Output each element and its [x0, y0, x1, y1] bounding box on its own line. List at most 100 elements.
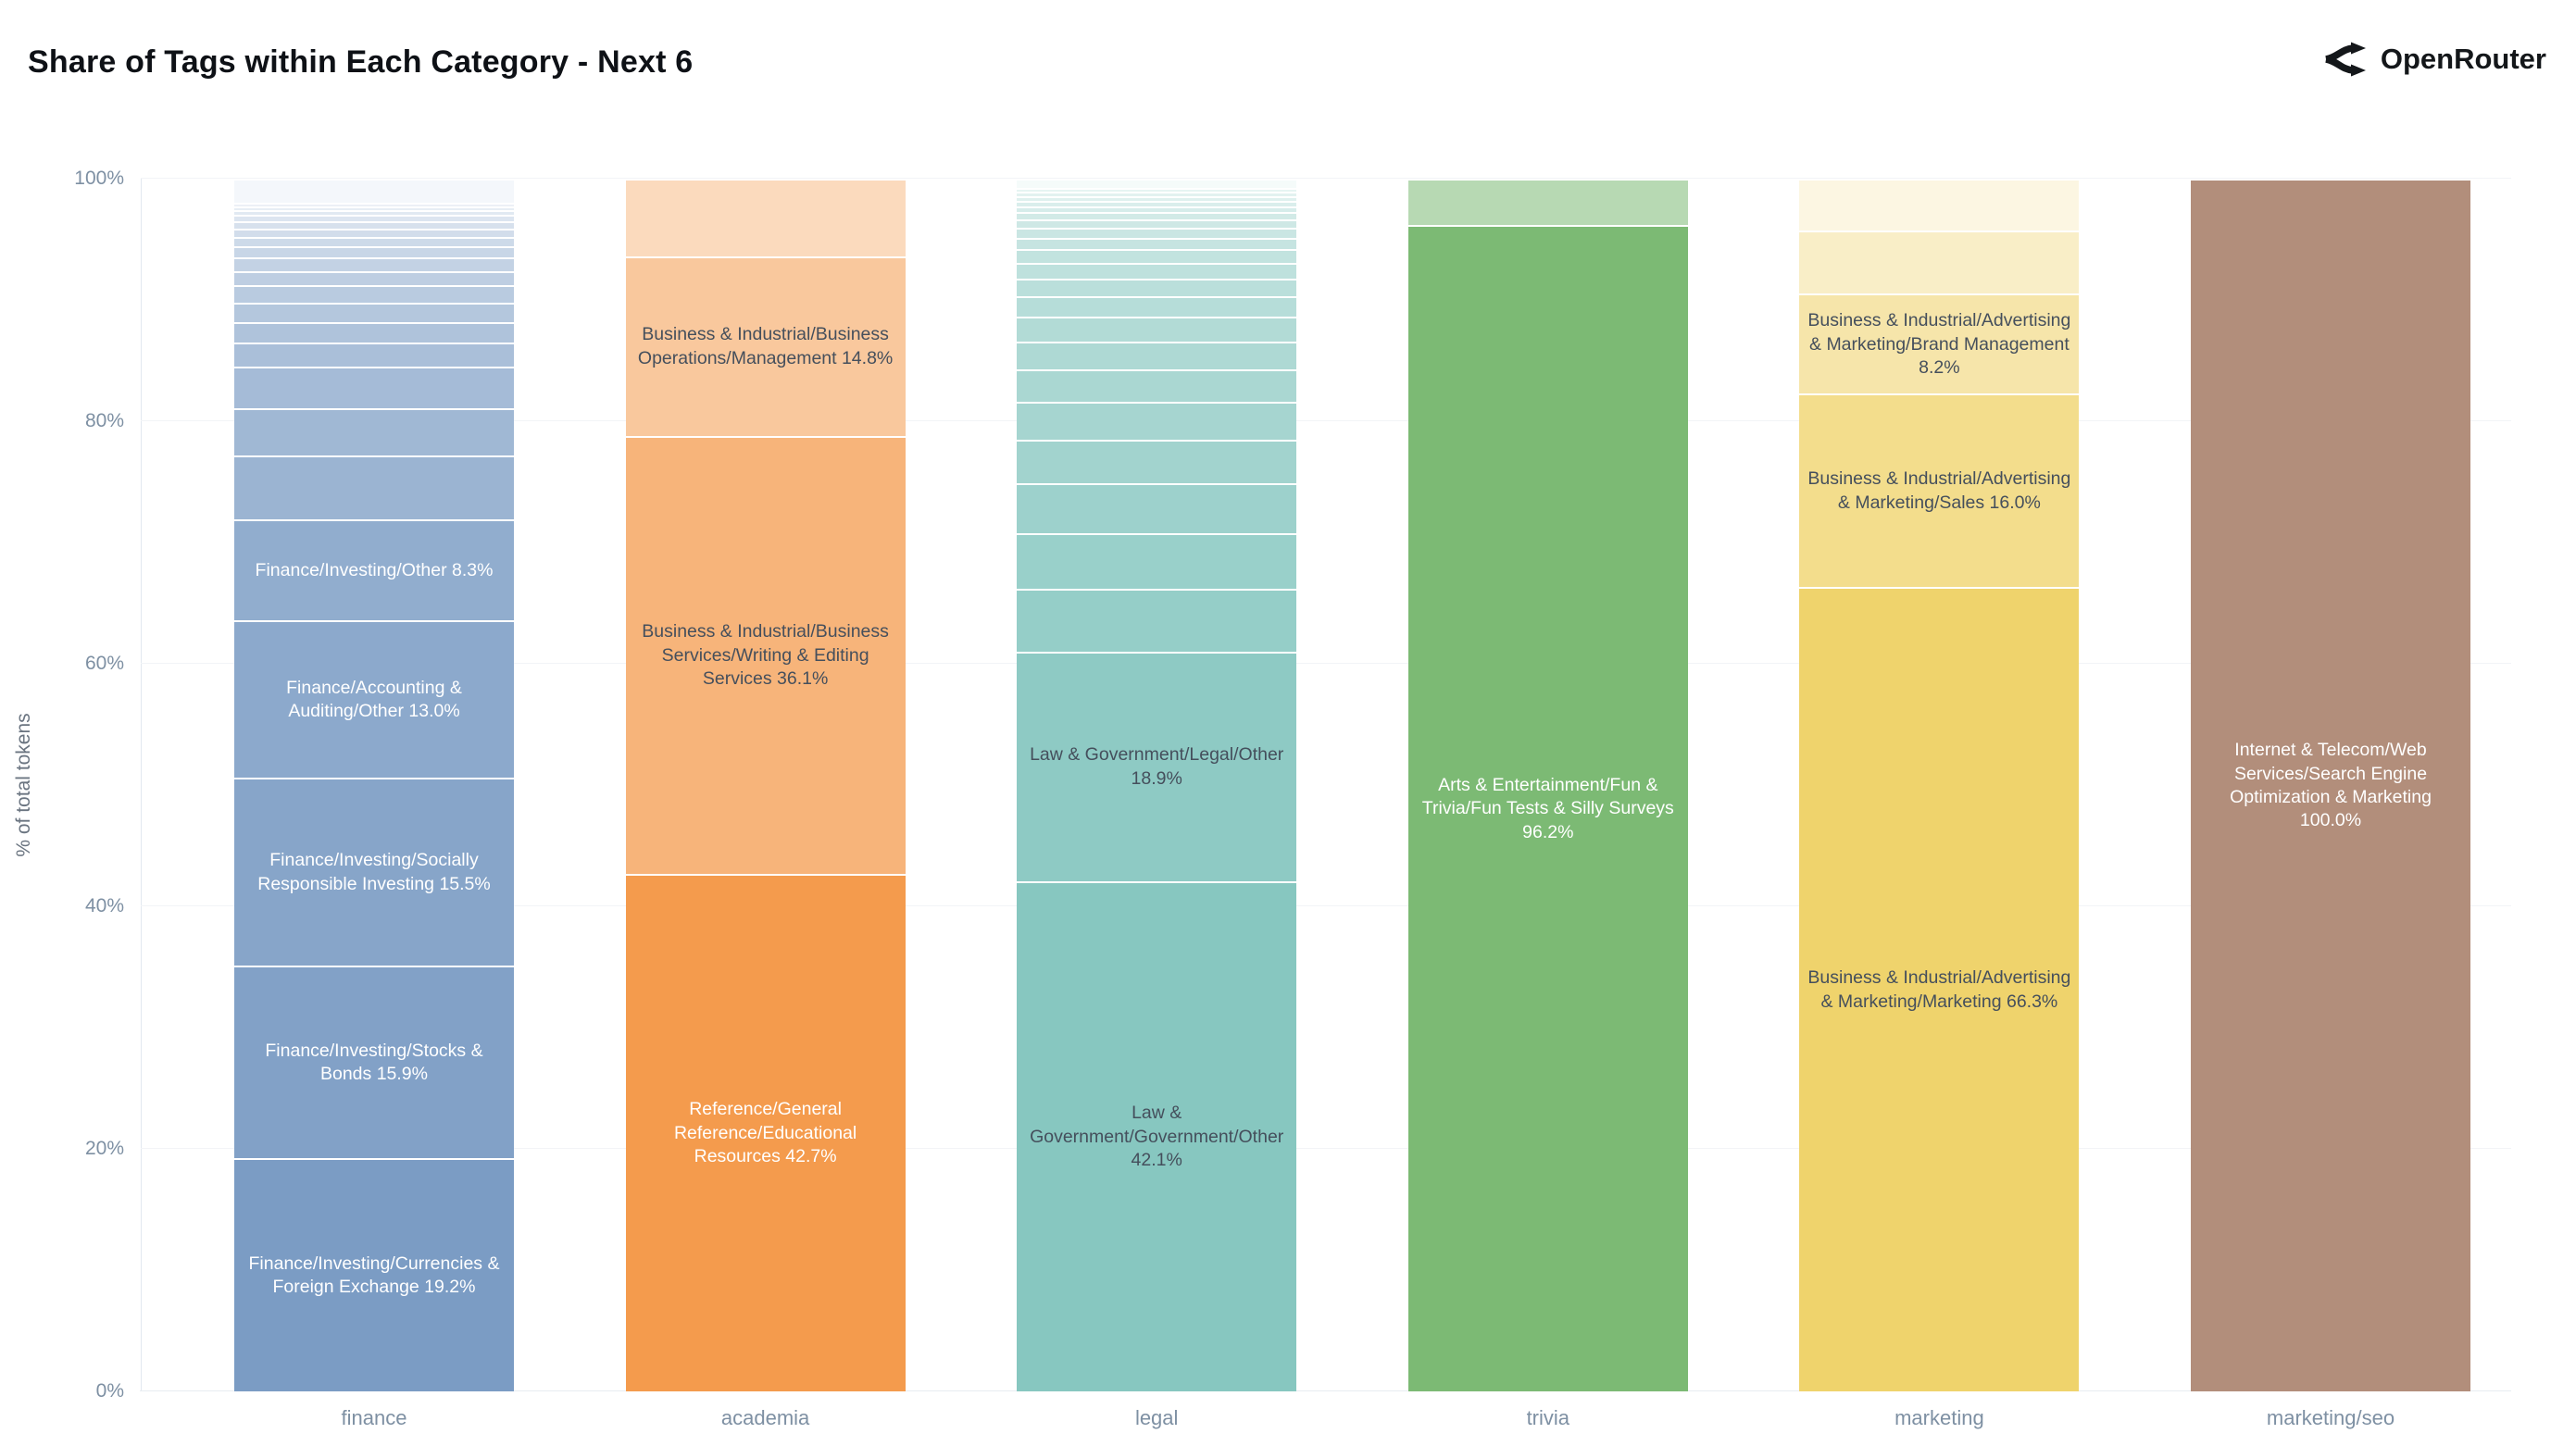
segment-finance-4[interactable]: Finance/Investing/Other 8.3%	[234, 519, 514, 620]
segment-finance-3[interactable]: Finance/Accounting & Auditing/Other 13.0…	[234, 619, 514, 779]
y-tick-label-40: 40%	[84, 895, 124, 916]
segment-trivia-0[interactable]: Arts & Entertainment/Fun & Trivia/Fun Te…	[1407, 224, 1688, 1391]
segment-finance-6[interactable]	[234, 407, 514, 455]
segment-legal-2[interactable]	[1017, 588, 1297, 652]
y-tick-label-100: 100%	[74, 168, 124, 189]
segment-label-finance-0: Finance/Investing/Currencies & Foreign E…	[248, 1253, 500, 1298]
segment-finance-9[interactable]	[234, 321, 514, 343]
segment-legal-21[interactable]	[1017, 191, 1297, 196]
segment-finance-10[interactable]	[234, 302, 514, 322]
segment-academia-1[interactable]: Business & Industrial/Business Services/…	[625, 435, 906, 874]
segment-marketing-4[interactable]	[1799, 179, 2080, 231]
segment-finance-20[interactable]	[234, 206, 514, 211]
page-title: Share of Tags within Each Category - Nex…	[28, 44, 694, 80]
segment-label-marketing-seo-0: Internet & Telecom/Web Services/Search E…	[2230, 740, 2432, 831]
x-axis-label-finance: finance	[341, 1406, 407, 1429]
segment-legal-9[interactable]	[1017, 317, 1297, 342]
segment-legal-23[interactable]	[1017, 179, 1297, 188]
segment-legal-22[interactable]	[1017, 188, 1297, 192]
bar-trivia: Arts & Entertainment/Fun & Trivia/Fun Te…	[1407, 179, 1688, 1391]
segment-legal-1[interactable]: Law & Government/Legal/Other 18.9%	[1017, 651, 1297, 881]
segment-legal-13[interactable]	[1017, 249, 1297, 263]
gridline-60	[141, 663, 2511, 664]
brand-name: OpenRouter	[2380, 43, 2546, 75]
segment-label-marketing-1: Business & Industrial/Advertising & Mark…	[1807, 468, 2071, 513]
segment-marketing-3[interactable]	[1799, 231, 2080, 294]
segment-finance-2[interactable]: Finance/Investing/Socially Responsible I…	[234, 778, 514, 966]
segment-finance-13[interactable]	[234, 257, 514, 271]
gridline-20	[141, 1148, 2511, 1149]
openrouter-icon	[2324, 41, 2369, 78]
x-axis-label-trivia: trivia	[1526, 1406, 1570, 1429]
bar-marketing-seo: Internet & Telecom/Web Services/Search E…	[2191, 179, 2470, 1391]
segment-finance-0[interactable]: Finance/Investing/Currencies & Foreign E…	[234, 1158, 514, 1391]
segment-finance-14[interactable]	[234, 246, 514, 258]
segment-finance-7[interactable]	[234, 367, 514, 408]
y-axis-line	[141, 179, 142, 1391]
x-axis-line	[140, 1390, 2511, 1391]
segment-label-academia-1: Business & Industrial/Business Services/…	[642, 621, 889, 689]
y-axis-title: % of total tokens	[13, 713, 34, 857]
x-axis-label-academia: academia	[720, 1406, 810, 1429]
segment-marketing-1[interactable]: Business & Industrial/Advertising & Mark…	[1799, 393, 2080, 588]
segment-legal-5[interactable]	[1017, 439, 1297, 483]
segment-finance-11[interactable]	[234, 285, 514, 303]
segment-finance-17[interactable]	[234, 220, 514, 229]
bar-legal: Law & Government/Government/Other 42.1% L…	[1017, 179, 1297, 1391]
segment-legal-11[interactable]	[1017, 278, 1297, 297]
segment-label-finance-4: Finance/Investing/Other 8.3%	[255, 559, 494, 580]
segment-label-legal-1: Law & Government/Legal/Other 18.9%	[1030, 744, 1284, 789]
segment-finance-8[interactable]	[234, 342, 514, 368]
x-axis-label-legal: legal	[1134, 1406, 1179, 1429]
segment-label-academia-2: Business & Industrial/Business Operation…	[637, 324, 894, 368]
segment-trivia-1[interactable]	[1407, 179, 1688, 225]
plot-area: 0% 20% 40% 60% 80% 100% Finance/Investing/Curr…	[74, 168, 2511, 1429]
segment-academia-0[interactable]: Reference/General Reference/Educational …	[625, 873, 906, 1391]
segment-legal-7[interactable]	[1017, 368, 1297, 403]
segment-finance-5[interactable]	[234, 455, 514, 520]
segment-finance-21[interactable]	[234, 202, 514, 206]
segment-academia-3[interactable]	[625, 179, 906, 256]
segment-legal-4[interactable]	[1017, 482, 1297, 533]
segment-label-academia-0: Reference/General Reference/Educational …	[673, 1099, 857, 1166]
segment-legal-3[interactable]	[1017, 532, 1297, 589]
segment-label-finance-1: Finance/Investing/Stocks & Bonds 15.9%	[265, 1041, 483, 1085]
bar-finance: Finance/Investing/Currencies & Foreign E…	[234, 179, 514, 1391]
gridline-40	[141, 905, 2511, 906]
segment-legal-16[interactable]	[1017, 219, 1297, 229]
segment-finance-16[interactable]	[234, 228, 514, 237]
segment-legal-12[interactable]	[1017, 262, 1297, 279]
segment-legal-20[interactable]	[1017, 195, 1297, 201]
gridline-80	[141, 420, 2511, 421]
segment-legal-10[interactable]	[1017, 296, 1297, 318]
segment-label-trivia-0: Arts & Entertainment/Fun & Trivia/Fun Te…	[1421, 774, 1674, 842]
bar-marketing: Business & Industrial/Advertising & Mark…	[1799, 179, 2080, 1391]
segment-label-marketing-2: Business & Industrial/Advertising & Mark…	[1807, 310, 2071, 378]
segment-legal-14[interactable]	[1017, 237, 1297, 250]
segment-label-finance-3: Finance/Accounting & Auditing/Other 13.0…	[286, 677, 462, 721]
y-tick-label-60: 60%	[84, 653, 124, 674]
segment-marketing-2[interactable]: Business & Industrial/Advertising & Mark…	[1799, 293, 2080, 393]
segment-legal-0[interactable]: Law & Government/Government/Other 42.1%	[1017, 880, 1297, 1391]
segment-legal-17[interactable]	[1017, 212, 1297, 220]
x-axis-label-marketing-seo: marketing/seo	[2266, 1406, 2395, 1429]
segment-marketing-seo-0[interactable]: Internet & Telecom/Web Services/Search E…	[2191, 179, 2470, 1391]
segment-finance-1[interactable]: Finance/Investing/Stocks & Bonds 15.9%	[234, 966, 514, 1159]
segment-legal-15[interactable]	[1017, 228, 1297, 238]
segment-finance-19[interactable]	[234, 210, 514, 216]
segment-legal-18[interactable]	[1017, 206, 1297, 213]
segment-finance-22[interactable]	[234, 179, 514, 203]
y-tick-label-80: 80%	[84, 410, 124, 431]
segment-finance-15[interactable]	[234, 237, 514, 247]
segment-marketing-0[interactable]: Business & Industrial/Advertising & Mark…	[1799, 587, 2080, 1391]
segment-finance-18[interactable]	[234, 215, 514, 221]
openrouter-logo: OpenRouter	[2324, 41, 2546, 78]
segment-label-legal-0: Law & Government/Government/Other 42.1%	[1030, 1103, 1284, 1170]
segment-legal-8[interactable]	[1017, 341, 1297, 369]
segment-legal-6[interactable]	[1017, 402, 1297, 440]
segment-legal-19[interactable]	[1017, 200, 1297, 206]
segment-finance-12[interactable]	[234, 270, 514, 286]
segment-academia-2[interactable]: Business & Industrial/Business Operation…	[625, 256, 906, 436]
gridline-100	[141, 178, 2511, 179]
